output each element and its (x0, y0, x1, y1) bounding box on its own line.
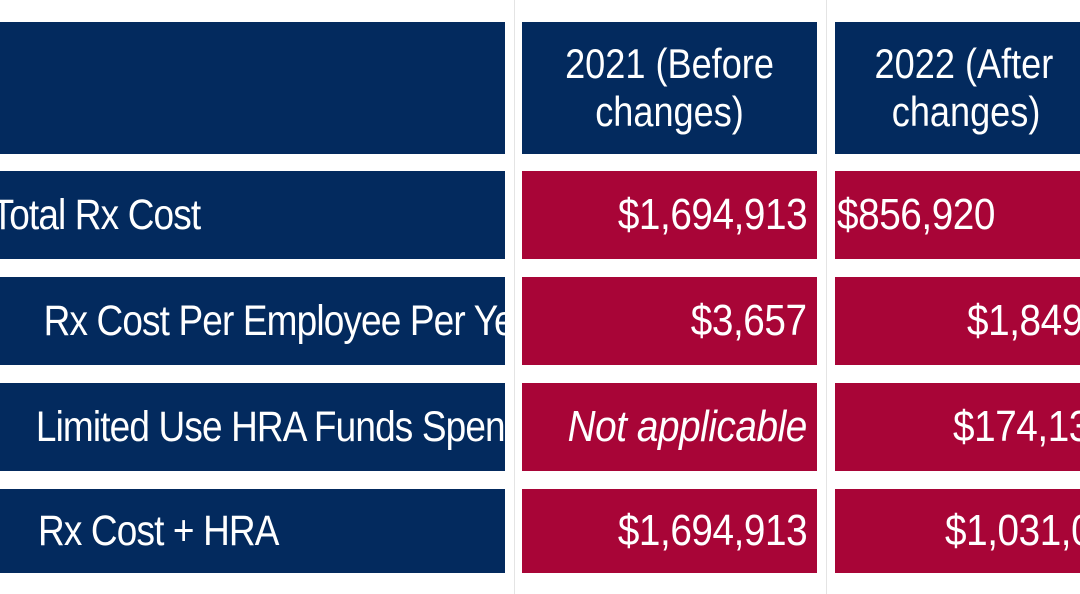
row-label: Limited Use HRA Funds Spent (35, 402, 505, 451)
value-2022-cell: $1,031,056 (835, 489, 1080, 573)
row-label: Total Rx Cost (0, 190, 201, 239)
value-2022-cell: $1,849 (835, 277, 1080, 365)
row-label-cell: Limited Use HRA Funds Spent (0, 383, 505, 471)
value-2022: $1,849 (967, 296, 1080, 345)
gridline (826, 0, 827, 594)
row-label-cell: Rx Cost + HRA (0, 489, 505, 573)
value-2022: $1,031,056 (945, 506, 1080, 555)
value-2021: $1,694,913 (617, 506, 808, 555)
value-2022-cell: $856,920 (835, 171, 1080, 259)
header-2021-line1: 2021 (Before (565, 39, 774, 87)
value-2021: Not applicable (567, 402, 808, 451)
value-2021: $3,657 (691, 296, 807, 345)
row-label: Rx Cost + HRA (38, 506, 279, 555)
header-2022-line1: 2022 (After (874, 39, 1054, 87)
value-2022: $856,920 (837, 190, 995, 239)
value-2021-cell: Not applicable (522, 383, 817, 471)
value-2022-cell: $174,136 (835, 383, 1080, 471)
value-2021: $1,694,913 (617, 190, 808, 239)
gridline (514, 0, 515, 594)
header-2021-text: 2021 (Before changes) (543, 40, 797, 137)
header-blank-cell (0, 22, 505, 154)
value-2022: $174,136 (953, 402, 1080, 451)
row-label-cell: Rx Cost Per Employee Per Year (0, 277, 505, 365)
value-2021-cell: $3,657 (522, 277, 817, 365)
header-2021: 2021 (Before changes) (522, 22, 817, 154)
row-label: Rx Cost Per Employee Per Year (43, 296, 505, 345)
header-2022-text: 2022 (After changes) (835, 39, 1054, 137)
value-2021-cell: $1,694,913 (522, 489, 817, 573)
row-label-cell: Total Rx Cost (0, 171, 505, 259)
header-2022-line2: changes) (891, 88, 1041, 135)
header-2022: 2022 (After changes) (835, 22, 1080, 154)
value-2021-cell: $1,694,913 (522, 171, 817, 259)
header-2021-line2: changes) (595, 88, 744, 135)
